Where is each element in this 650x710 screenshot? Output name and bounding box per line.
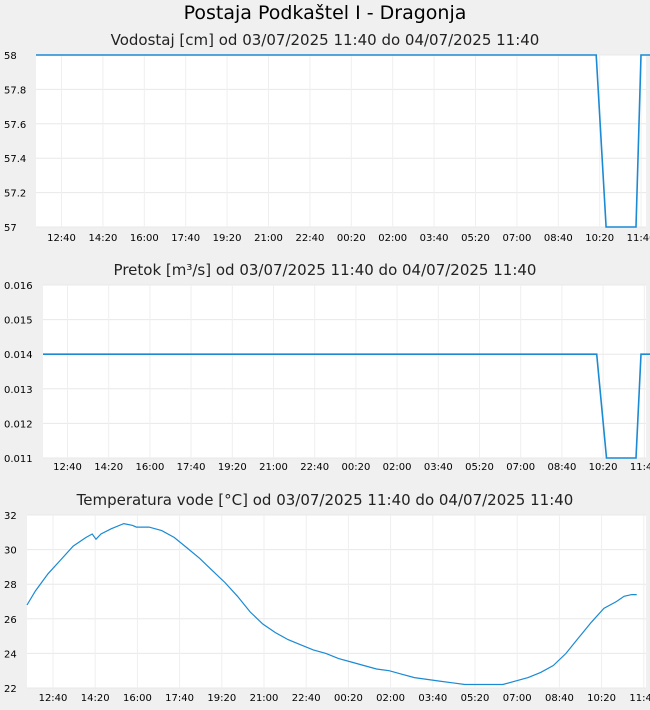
- chart-panel-3: Temperatura vode [°C] od 03/07/2025 11:4…: [4, 491, 650, 704]
- x-tick-label: 00:20: [341, 462, 370, 473]
- x-tick-label: 14:20: [81, 693, 110, 704]
- x-tick-label: 21:00: [259, 462, 288, 473]
- y-tick-label: 57: [4, 223, 17, 234]
- x-tick-label: 07:00: [502, 233, 531, 244]
- y-tick-label: 57.6: [4, 120, 26, 131]
- plot-area: [43, 285, 646, 458]
- x-tick-label: 10:20: [589, 462, 618, 473]
- chart-panel-1: Vodostaj [cm] od 03/07/2025 11:40 do 04/…: [4, 31, 650, 244]
- y-tick-label: 0.016: [4, 281, 33, 292]
- x-tick-label: 08:40: [544, 233, 573, 244]
- y-tick-label: 22: [4, 684, 17, 695]
- chart-title: Pretok [m³/s] od 03/07/2025 11:40 do 04/…: [114, 261, 537, 279]
- y-tick-label: 30: [4, 546, 17, 557]
- y-tick-label: 57.2: [4, 189, 26, 200]
- y-tick-label: 0.013: [4, 385, 33, 396]
- x-tick-label: 12:40: [53, 462, 82, 473]
- y-tick-label: 0.012: [4, 419, 33, 430]
- x-tick-label: 17:40: [171, 233, 200, 244]
- chart-panel-2: Pretok [m³/s] od 03/07/2025 11:40 do 04/…: [4, 261, 650, 473]
- x-tick-label: 03:40: [418, 693, 447, 704]
- y-tick-label: 0.014: [4, 350, 33, 361]
- x-tick-label: 12:40: [39, 693, 68, 704]
- x-tick-label: 16:00: [135, 462, 164, 473]
- x-tick-label: 08:40: [545, 693, 574, 704]
- x-tick-label: 22:40: [292, 693, 321, 704]
- x-tick-label: 10:20: [585, 233, 614, 244]
- chart-title: Vodostaj [cm] od 03/07/2025 11:40 do 04/…: [111, 31, 540, 49]
- x-tick-label: 03:40: [420, 233, 449, 244]
- x-tick-label: 05:20: [461, 233, 490, 244]
- x-tick-label: 21:00: [250, 693, 279, 704]
- x-tick-label: 22:40: [295, 233, 324, 244]
- y-tick-label: 32: [4, 511, 17, 522]
- x-tick-label: 08:40: [547, 462, 576, 473]
- y-tick-label: 57.8: [4, 85, 26, 96]
- x-tick-label: 12:40: [47, 233, 76, 244]
- chart-title: Temperatura vode [°C] od 03/07/2025 11:4…: [76, 491, 574, 509]
- x-tick-label: 21:00: [254, 233, 283, 244]
- x-tick-label: 19:20: [213, 233, 242, 244]
- x-tick-label: 16:00: [123, 693, 152, 704]
- x-tick-label: 19:20: [207, 693, 236, 704]
- y-tick-label: 26: [4, 615, 17, 626]
- x-tick-label: 11:40: [630, 462, 650, 473]
- x-tick-label: 11:40: [627, 233, 650, 244]
- x-tick-label: 05:20: [465, 462, 494, 473]
- y-tick-label: 57.4: [4, 154, 26, 165]
- y-tick-label: 24: [4, 649, 17, 660]
- x-tick-label: 03:40: [424, 462, 453, 473]
- x-tick-label: 02:00: [376, 693, 405, 704]
- x-tick-label: 05:20: [461, 693, 490, 704]
- x-tick-label: 17:40: [165, 693, 194, 704]
- y-tick-label: 0.011: [4, 454, 33, 465]
- x-tick-label: 11:40: [629, 693, 650, 704]
- x-tick-label: 07:00: [506, 462, 535, 473]
- page-title: Postaja Podkaštel I - Dragonja: [183, 2, 467, 24]
- x-tick-label: 00:20: [337, 233, 366, 244]
- y-tick-label: 0.015: [4, 316, 33, 327]
- x-tick-label: 14:20: [94, 462, 123, 473]
- x-tick-label: 16:00: [130, 233, 159, 244]
- y-tick-label: 58: [4, 51, 17, 62]
- x-tick-label: 07:00: [503, 693, 532, 704]
- plot-area: [36, 55, 646, 227]
- plot-area: [27, 515, 646, 688]
- x-tick-label: 22:40: [300, 462, 329, 473]
- x-tick-label: 19:20: [218, 462, 247, 473]
- x-tick-label: 10:20: [587, 693, 616, 704]
- x-tick-label: 14:20: [88, 233, 117, 244]
- x-tick-label: 00:20: [334, 693, 363, 704]
- x-tick-label: 02:00: [378, 233, 407, 244]
- x-tick-label: 17:40: [177, 462, 206, 473]
- x-tick-label: 02:00: [383, 462, 412, 473]
- y-tick-label: 28: [4, 580, 17, 591]
- series-line: [26, 522, 637, 686]
